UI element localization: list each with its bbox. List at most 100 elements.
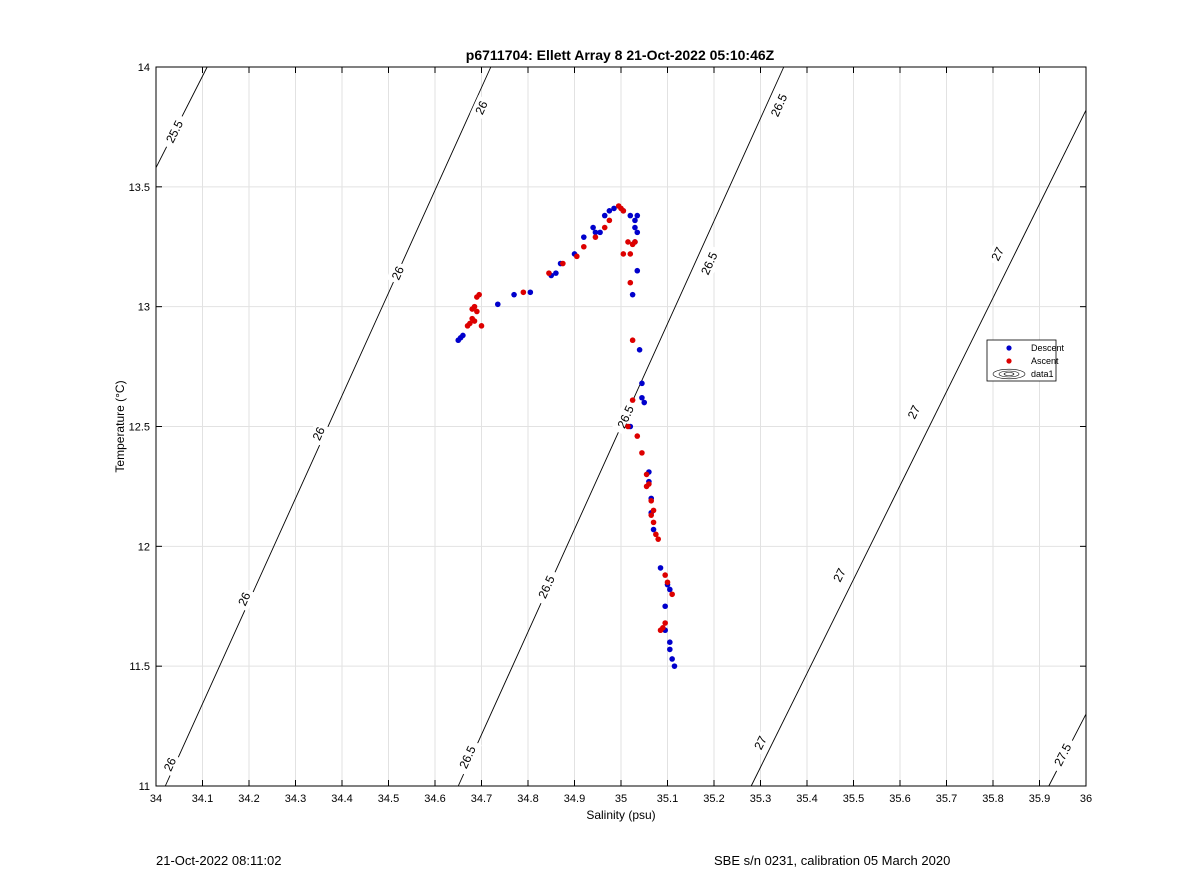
data-point-descent (669, 656, 675, 662)
data-point-ascent (620, 208, 627, 214)
data-point-ascent (471, 303, 478, 310)
contour-label-gap (695, 244, 724, 283)
data-point-ascent (629, 397, 636, 403)
contour-25.5: 25.5 (155, 66, 208, 168)
contour-label-gap (453, 738, 482, 777)
data-point-ascent (574, 253, 580, 260)
data-point-descent (641, 399, 648, 406)
data-point-descent (634, 267, 641, 274)
legend-marker (1006, 358, 1012, 364)
x-tick-label: 35.7 (936, 793, 957, 805)
legend: Descent Ascent data1 (986, 339, 1065, 382)
x-tick-label: 35.3 (750, 793, 771, 805)
x-tick-label: 36 (1080, 793, 1092, 805)
legend-label: Ascent (1031, 356, 1059, 366)
data-point-ascent (648, 497, 655, 504)
data-point-ascent (592, 234, 599, 240)
legend-contour-icon (992, 368, 1026, 380)
legend-contour-icon (1003, 372, 1015, 376)
x-tick-label: 35.1 (657, 793, 678, 805)
contour-label-gap (158, 752, 182, 777)
x-tick-label: 35.9 (1029, 793, 1050, 805)
data-point-descent (590, 224, 596, 231)
x-tick-label: 34.7 (471, 793, 492, 805)
data-point-ascent (620, 251, 627, 257)
contour-label-gap (748, 730, 773, 756)
data-point-ascent (650, 507, 657, 514)
data-point-ascent (629, 337, 636, 344)
axis-ticks: 34 34.1 34.2 34.3 34.4 34.5 34.6 34.7 34.8 34.9 35… (129, 62, 1093, 805)
data-point-descent (494, 301, 501, 308)
data-point-descent (667, 646, 673, 653)
data-point-ascent (664, 579, 671, 586)
data-point-ascent (662, 572, 668, 578)
x-tick-label: 34.8 (517, 793, 538, 805)
data-point-ascent (581, 243, 587, 250)
data-point-descent (632, 217, 638, 224)
data-point-descent (601, 212, 608, 219)
legend-contour-icon (998, 370, 1020, 378)
x-tick-label: 34.5 (378, 793, 399, 805)
legend-marker (1006, 345, 1012, 351)
data-point-ascent (643, 483, 650, 490)
data-point-descent (527, 289, 534, 296)
y-tick-label: 13.5 (129, 182, 150, 194)
contour-label-gap (827, 562, 852, 588)
data-point-descent (632, 224, 638, 231)
data-point-ascent (648, 512, 655, 518)
contour-label: 26 (161, 755, 179, 773)
contour-label-gap (986, 241, 1010, 267)
data-points (455, 203, 678, 669)
data-point-descent (511, 291, 517, 298)
footer-calibration: SBE s/n 0231, calibration 05 March 2020 (714, 853, 951, 868)
contour-label: 27 (751, 733, 770, 751)
x-tick-label: 34.1 (192, 793, 213, 805)
data-point-ascent (657, 627, 664, 634)
x-tick-label: 34.6 (424, 793, 445, 805)
data-point-descent (629, 291, 636, 298)
data-point-descent (671, 663, 678, 669)
data-point-descent (581, 234, 587, 240)
data-point-ascent (546, 270, 552, 276)
data-point-ascent (471, 318, 478, 324)
data-point-descent (553, 270, 559, 276)
x-tick-label: 34.2 (238, 793, 259, 805)
data-point-descent (634, 212, 641, 219)
x-tick-label: 34.4 (331, 793, 352, 805)
data-point-ascent (655, 536, 661, 542)
y-axis-label: Temperature (°C) (113, 380, 127, 472)
data-point-descent (636, 347, 643, 353)
legend-box (986, 339, 1057, 382)
contour-label-gap (159, 112, 190, 151)
contour-label: 26 (389, 264, 407, 282)
contour-26.5: 26.526.526.526.526.5 (453, 66, 794, 787)
contour-label: 27 (830, 566, 849, 584)
data-point-ascent (653, 531, 659, 538)
y-tick-label: 11 (139, 781, 150, 793)
contour-label-gap (902, 399, 926, 425)
x-tick-label: 34.9 (564, 793, 585, 805)
data-point-ascent (476, 291, 482, 298)
contour-label-gap (470, 95, 493, 121)
chart-title: p6711704: Ellett Array 8 21-Oct-2022 05:… (466, 47, 775, 63)
y-tick-label: 13 (138, 302, 150, 314)
legend-label: data1 (1031, 369, 1054, 379)
data-point-ascent (643, 471, 650, 478)
data-point-ascent (474, 308, 480, 315)
data-point-descent (592, 229, 599, 236)
y-tick-label: 12.5 (129, 422, 150, 434)
y-tick-label: 11.5 (129, 661, 150, 673)
contour-label-gap (532, 568, 561, 606)
contour-label: 26 (235, 590, 253, 608)
data-point-descent (662, 603, 668, 610)
data-point-descent (639, 394, 645, 401)
data-point-ascent (662, 620, 668, 626)
contour-label-gap (307, 421, 331, 447)
data-point-ascent (601, 224, 608, 231)
series-ascent (464, 203, 675, 634)
contour-26: 26 26 26 26 26 (158, 66, 493, 787)
data-point-ascent (625, 423, 631, 430)
data-point-ascent (478, 323, 485, 329)
data-point-descent (606, 208, 613, 214)
data-point-ascent (639, 450, 645, 456)
